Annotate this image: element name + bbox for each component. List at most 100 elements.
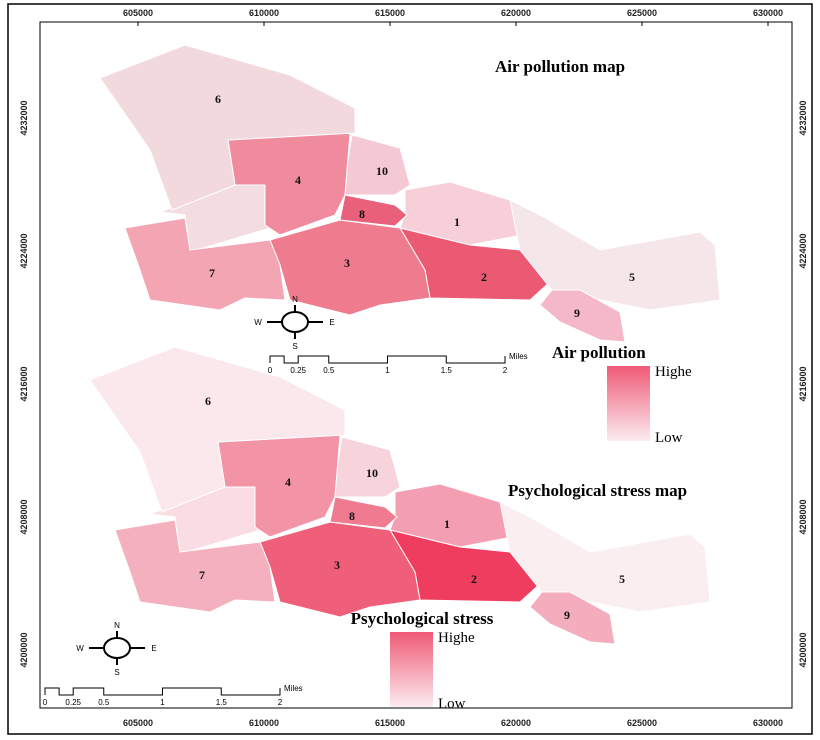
district-label: 1 [444, 517, 450, 531]
district [529, 591, 616, 645]
district-label: 10 [376, 164, 388, 178]
district [509, 199, 721, 311]
district-label: 5 [619, 572, 625, 586]
compass-ring [103, 637, 131, 659]
scale-label: 1.5 [441, 366, 453, 375]
scale-label: 2 [503, 366, 508, 375]
district-label: 8 [349, 509, 355, 523]
map-frame [39, 21, 793, 709]
x-coord-bottom: 615000 [375, 718, 405, 728]
district-label: 6 [205, 394, 211, 408]
y-coord-left: 4224000 [19, 233, 29, 268]
district [89, 346, 346, 513]
scale-bar [269, 355, 506, 364]
y-coord-right: 4200000 [798, 632, 808, 667]
legend-low: Low [655, 430, 683, 446]
legend-title: Air pollution [552, 343, 646, 362]
legend-gradient [390, 632, 433, 707]
y-coord-left: 4200000 [19, 632, 29, 667]
y-coord-left: 4216000 [19, 366, 29, 401]
district [217, 434, 341, 538]
y-coord-right: 4216000 [798, 366, 808, 401]
x-coord-bottom: 630000 [753, 718, 783, 728]
scale-label: 2 [278, 698, 283, 707]
compass-n: N [292, 295, 298, 304]
scale-bar [44, 687, 281, 696]
district-label: 10 [366, 466, 378, 480]
x-coord-top: 625000 [627, 8, 657, 18]
x-coord-top: 615000 [375, 8, 405, 18]
scale-label: 0.5 [98, 698, 110, 707]
scale-unit: Miles [509, 352, 528, 361]
scale-label: 0 [43, 698, 48, 707]
y-coord-left: 4232000 [19, 100, 29, 135]
district-label: 7 [199, 568, 205, 582]
map-title: Air pollution map [495, 57, 625, 76]
compass-n: N [114, 621, 120, 630]
district [269, 219, 431, 316]
district [259, 521, 421, 618]
district-label: 6 [215, 92, 221, 106]
scale-label: 1 [385, 366, 390, 375]
scale-label: 0.25 [290, 366, 306, 375]
district-label: 9 [564, 608, 570, 622]
x-coord-top: 610000 [249, 8, 279, 18]
district-label: 4 [295, 173, 301, 187]
scale-label: 0 [268, 366, 273, 375]
compass-ring [281, 311, 309, 333]
x-coord-top: 620000 [501, 8, 531, 18]
district [339, 194, 408, 227]
y-coord-right: 4232000 [798, 100, 808, 135]
district-label: 4 [285, 475, 291, 489]
district-label: 2 [471, 572, 477, 586]
y-coord-right: 4208000 [798, 499, 808, 534]
scale-label: 0.5 [323, 366, 335, 375]
district [99, 44, 356, 211]
scale-unit: Miles [284, 684, 303, 693]
compass-w: W [254, 318, 262, 327]
compass-s: S [114, 668, 119, 677]
district-label: 3 [344, 256, 350, 270]
compass-e: E [151, 644, 156, 653]
district-label: 1 [454, 215, 460, 229]
district-label: 7 [209, 266, 215, 280]
map-title: Psychological stress map [508, 481, 687, 500]
x-coord-bottom: 625000 [627, 718, 657, 728]
x-coord-bottom: 610000 [249, 718, 279, 728]
compass-s: S [292, 342, 297, 351]
district-label: 2 [481, 270, 487, 284]
x-coord-bottom: 605000 [123, 718, 153, 728]
y-coord-right: 4224000 [798, 233, 808, 268]
district [124, 217, 286, 311]
legend-high: Highe [655, 364, 692, 380]
compass-e: E [329, 318, 334, 327]
district [114, 519, 276, 613]
legend-low: Low [438, 696, 466, 712]
legend-gradient [607, 366, 650, 441]
outer-frame [7, 3, 813, 735]
x-coord-bottom: 620000 [501, 718, 531, 728]
district [539, 289, 626, 343]
district [329, 496, 398, 529]
scale-label: 1.5 [216, 698, 228, 707]
district [227, 132, 351, 236]
legend-title: Psychological stress [351, 609, 494, 628]
compass-w: W [76, 644, 84, 653]
scale-label: 1 [160, 698, 165, 707]
x-coord-top: 605000 [123, 8, 153, 18]
district-label: 5 [629, 270, 635, 284]
district-label: 3 [334, 558, 340, 572]
x-coord-top: 630000 [753, 8, 783, 18]
district-label: 8 [359, 207, 365, 221]
district [344, 134, 411, 196]
scale-label: 0.25 [65, 698, 81, 707]
district [499, 501, 711, 613]
legend-high: Highe [438, 630, 475, 646]
district-label: 9 [574, 306, 580, 320]
district [334, 436, 401, 498]
map: 1 2 3 4 5 6 7 8 9 10 [99, 44, 721, 343]
y-coord-left: 4208000 [19, 499, 29, 534]
